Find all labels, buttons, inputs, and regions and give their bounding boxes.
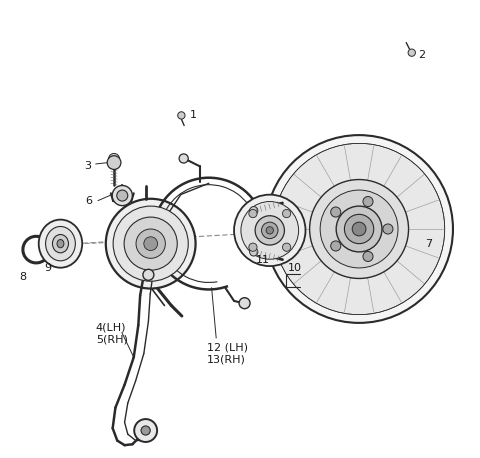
Circle shape bbox=[143, 269, 154, 280]
Circle shape bbox=[141, 426, 150, 435]
Text: 7: 7 bbox=[425, 239, 432, 249]
Circle shape bbox=[107, 156, 121, 169]
Text: 3: 3 bbox=[84, 161, 91, 171]
Circle shape bbox=[352, 222, 366, 236]
Circle shape bbox=[134, 419, 157, 442]
Circle shape bbox=[363, 196, 373, 207]
Text: 12 (LH): 12 (LH) bbox=[207, 342, 248, 352]
Text: 1: 1 bbox=[190, 110, 197, 120]
Circle shape bbox=[136, 229, 165, 258]
Circle shape bbox=[249, 209, 257, 218]
Text: 5(RH): 5(RH) bbox=[96, 335, 128, 345]
Circle shape bbox=[331, 207, 341, 217]
Circle shape bbox=[363, 251, 373, 262]
Circle shape bbox=[234, 195, 305, 266]
Text: 8: 8 bbox=[19, 272, 26, 282]
Circle shape bbox=[179, 154, 188, 163]
Text: 9: 9 bbox=[44, 263, 51, 273]
Circle shape bbox=[310, 180, 408, 278]
Circle shape bbox=[113, 206, 188, 281]
Circle shape bbox=[249, 243, 257, 251]
Circle shape bbox=[320, 190, 398, 268]
Circle shape bbox=[336, 206, 382, 252]
Ellipse shape bbox=[46, 226, 75, 261]
Text: 11: 11 bbox=[256, 255, 270, 265]
Circle shape bbox=[124, 217, 177, 270]
Ellipse shape bbox=[39, 220, 82, 267]
Ellipse shape bbox=[57, 240, 64, 248]
Circle shape bbox=[283, 243, 291, 251]
Circle shape bbox=[266, 227, 274, 234]
Circle shape bbox=[331, 241, 341, 251]
Ellipse shape bbox=[52, 234, 69, 253]
Circle shape bbox=[274, 143, 445, 315]
Circle shape bbox=[265, 135, 453, 323]
Circle shape bbox=[144, 237, 157, 251]
Circle shape bbox=[383, 224, 393, 234]
Circle shape bbox=[283, 209, 291, 218]
Text: 2: 2 bbox=[419, 50, 426, 60]
Circle shape bbox=[117, 190, 128, 201]
Circle shape bbox=[250, 248, 258, 256]
Circle shape bbox=[178, 112, 185, 119]
Circle shape bbox=[255, 216, 285, 245]
Circle shape bbox=[112, 185, 132, 206]
Circle shape bbox=[262, 222, 278, 239]
Text: 4(LH): 4(LH) bbox=[96, 322, 126, 333]
Circle shape bbox=[106, 199, 195, 289]
Circle shape bbox=[250, 207, 258, 215]
Text: 6: 6 bbox=[85, 196, 92, 206]
Circle shape bbox=[345, 214, 374, 244]
Circle shape bbox=[108, 153, 120, 164]
Text: 10: 10 bbox=[288, 263, 302, 273]
Circle shape bbox=[239, 298, 250, 309]
Circle shape bbox=[408, 49, 415, 56]
Text: 13(RH): 13(RH) bbox=[207, 354, 246, 365]
Circle shape bbox=[241, 202, 299, 259]
